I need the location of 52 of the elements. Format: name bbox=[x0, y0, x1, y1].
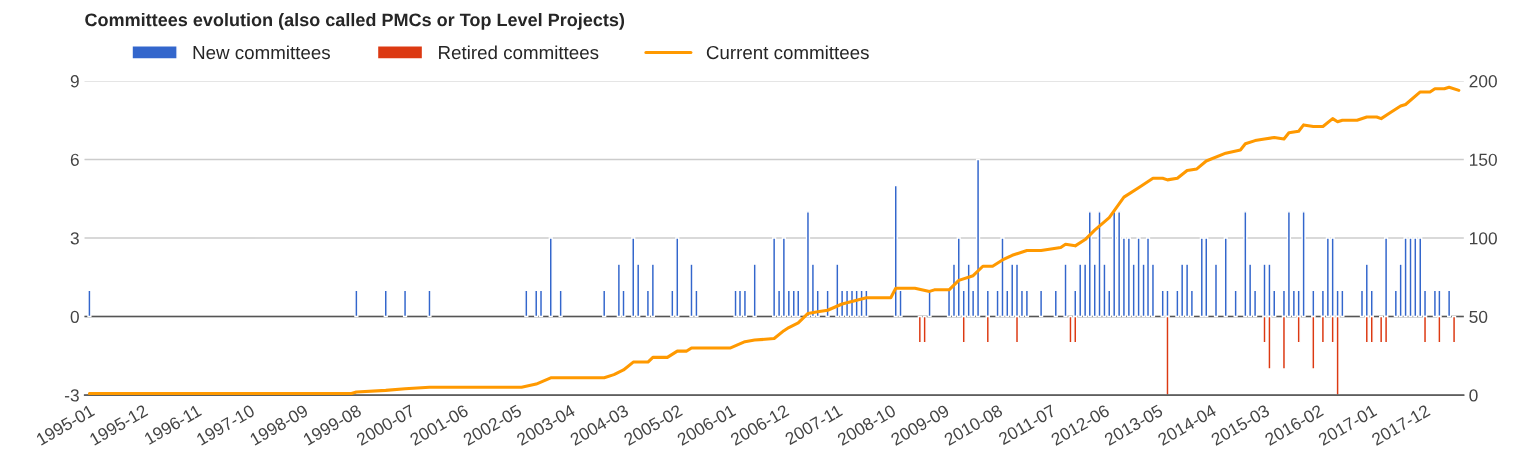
bar bbox=[402, 289, 408, 318]
y2-tick-label: 150 bbox=[1469, 153, 1497, 166]
line-series bbox=[87, 85, 1461, 396]
bar bbox=[1213, 263, 1219, 318]
bar bbox=[1024, 289, 1030, 318]
y-tick-label: 3 bbox=[70, 232, 79, 245]
legend-label: Current committees bbox=[706, 45, 869, 60]
y-tick-label: 9 bbox=[70, 75, 79, 88]
bar bbox=[616, 263, 622, 318]
bar bbox=[1145, 237, 1151, 318]
y-tick-label: 6 bbox=[70, 153, 79, 166]
bar bbox=[1379, 315, 1384, 344]
bar bbox=[1038, 289, 1044, 318]
bar bbox=[548, 237, 553, 318]
bar bbox=[1223, 237, 1228, 318]
y2-tick-label: 0 bbox=[1469, 389, 1478, 402]
bar bbox=[1243, 211, 1248, 318]
bar bbox=[975, 158, 981, 318]
bar bbox=[1126, 237, 1132, 318]
y-tick-label: 0 bbox=[70, 310, 79, 323]
legend-label: Retired committees bbox=[439, 45, 599, 60]
bar bbox=[791, 289, 796, 318]
bar bbox=[805, 211, 811, 318]
bar bbox=[534, 289, 539, 318]
bar bbox=[772, 237, 777, 318]
bar bbox=[602, 289, 607, 318]
chart-title: Committees evolution (also called PMCs or Top Level Projects) bbox=[85, 13, 625, 30]
bar bbox=[733, 289, 738, 318]
bar bbox=[87, 289, 92, 318]
bar bbox=[1184, 263, 1190, 318]
bar bbox=[742, 289, 748, 318]
y2-tick-label: 50 bbox=[1469, 310, 1488, 323]
bar bbox=[538, 289, 544, 318]
bar bbox=[796, 289, 801, 318]
bar bbox=[752, 263, 757, 318]
bar bbox=[383, 289, 388, 318]
y2-tick-label: 100 bbox=[1469, 232, 1497, 245]
bar bbox=[1204, 237, 1209, 318]
bar bbox=[1199, 237, 1204, 318]
bar bbox=[631, 237, 636, 318]
bar bbox=[1053, 289, 1058, 318]
bar bbox=[737, 289, 743, 318]
bar bbox=[781, 237, 787, 318]
legend-label: New committees bbox=[193, 45, 330, 60]
bar bbox=[1233, 289, 1238, 318]
bar bbox=[354, 289, 359, 318]
bar bbox=[558, 289, 563, 318]
bar bbox=[427, 289, 432, 318]
bar bbox=[524, 289, 529, 318]
y-tick-label: -3 bbox=[64, 389, 79, 402]
y2-tick-label: 200 bbox=[1469, 75, 1497, 88]
bar bbox=[650, 263, 656, 318]
